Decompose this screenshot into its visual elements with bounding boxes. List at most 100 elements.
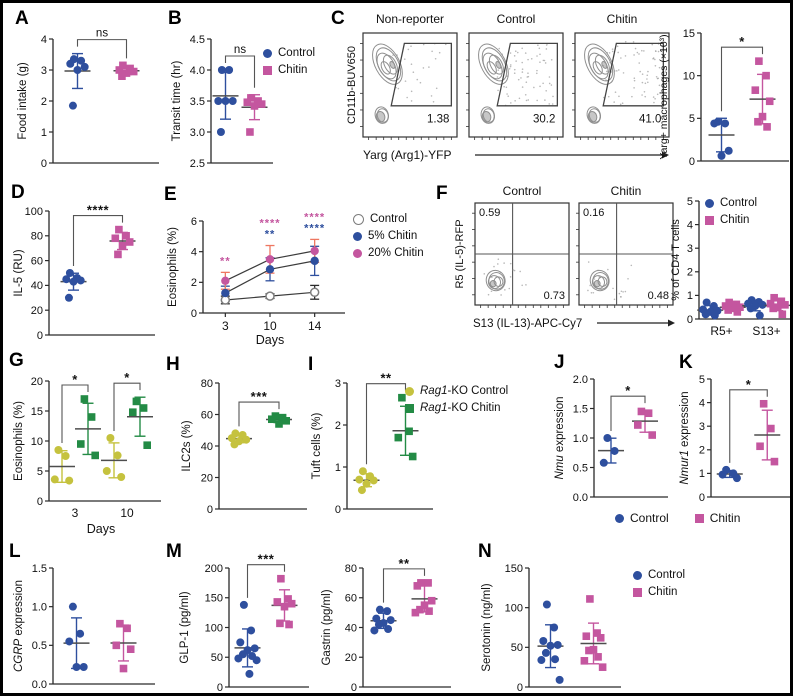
panel-letter-i: I bbox=[308, 354, 314, 375]
y-tick-label: 50 bbox=[211, 652, 223, 664]
data-point bbox=[129, 408, 137, 416]
data-point bbox=[280, 602, 289, 611]
data-point bbox=[65, 476, 74, 485]
data-point bbox=[73, 66, 82, 74]
data-point bbox=[594, 653, 602, 661]
axis-arrowhead bbox=[668, 319, 675, 327]
data-point bbox=[718, 470, 727, 479]
data-point bbox=[416, 605, 424, 614]
y-tick-label: 50 bbox=[511, 642, 523, 654]
data-point bbox=[80, 395, 89, 403]
legend-item-control: Control bbox=[615, 511, 669, 525]
panel-letter-b: B bbox=[168, 8, 182, 29]
data-point bbox=[273, 598, 282, 606]
data-point bbox=[610, 446, 619, 455]
data-point bbox=[247, 94, 255, 102]
y-axis-label: Eosinophils (%) bbox=[167, 227, 179, 307]
sig-label: * bbox=[746, 377, 752, 392]
data-point bbox=[247, 626, 256, 635]
data-point bbox=[405, 427, 413, 436]
data-point bbox=[424, 579, 432, 587]
y-tick-label: 200 bbox=[205, 563, 223, 575]
contour-blob bbox=[374, 106, 390, 124]
x-axis-label: S13 (IL-13)-APC-Cy7 bbox=[473, 318, 582, 330]
panel-letter-g: G bbox=[9, 350, 24, 371]
data-point bbox=[227, 434, 236, 443]
y-tick-label: 15 bbox=[683, 28, 695, 40]
sig-label: **** bbox=[304, 222, 325, 234]
data-point bbox=[710, 311, 719, 320]
y-tick-label: 0 bbox=[687, 314, 693, 326]
data-point bbox=[61, 452, 70, 460]
sig-bracket bbox=[72, 215, 124, 266]
data-point bbox=[724, 146, 733, 155]
legend-item-chitin: Chitin bbox=[705, 214, 757, 226]
y-tick-label: 0 bbox=[689, 156, 695, 168]
data-point bbox=[751, 86, 760, 94]
legend-label-control: Control bbox=[648, 569, 686, 581]
data-point bbox=[728, 304, 737, 313]
data-point bbox=[755, 57, 763, 65]
data-point bbox=[250, 102, 259, 110]
data-point bbox=[113, 451, 122, 460]
data-point bbox=[770, 457, 779, 466]
panel-c-scatter-chart: 0 5 10 15 Yarg+ macrophages (×10³) * bbox=[658, 28, 789, 168]
sig-label: ** bbox=[265, 229, 276, 241]
data-point bbox=[214, 97, 223, 105]
panel-letter-e: E bbox=[164, 184, 177, 205]
y-tick-label: 3 bbox=[699, 421, 705, 433]
y-tick-label: 5 bbox=[689, 113, 695, 125]
y-tick-label: 3.0 bbox=[190, 127, 205, 139]
sig-label: **** bbox=[259, 218, 280, 230]
panel-g-chart: 0 5 10 15 20 Eosinophils (%) * * 3 10 Days bbox=[13, 370, 161, 536]
data-point bbox=[106, 434, 115, 442]
y-tick-label: 1 bbox=[41, 127, 47, 139]
chitin-marker-icon bbox=[694, 513, 704, 523]
sig-label: ** bbox=[398, 556, 410, 571]
y-tick-label: 4 bbox=[699, 397, 705, 409]
data-point bbox=[64, 293, 73, 302]
panel-k-chart: 0 1 2 3 4 5 Nmur1 expression * bbox=[679, 374, 790, 504]
data-point bbox=[265, 265, 275, 274]
y-tick-label: 40 bbox=[345, 622, 357, 634]
legend-panels-jk: Control Chitin bbox=[615, 511, 740, 525]
y-tick-label: 40 bbox=[31, 280, 43, 292]
data-point bbox=[129, 67, 138, 76]
flow-plot-title: Non-reporter bbox=[376, 12, 444, 26]
y-tick-label: 1.0 bbox=[32, 601, 47, 613]
data-point bbox=[115, 66, 124, 74]
y-axis-label: R5 (IL-5)-RFP bbox=[454, 219, 466, 288]
data-point bbox=[755, 311, 764, 320]
flow-plot-title: Control bbox=[503, 184, 542, 198]
y-tick-label: 2.0 bbox=[573, 374, 588, 386]
gate-polygon bbox=[496, 42, 559, 107]
x-cat-label: 3 bbox=[72, 506, 79, 520]
data-point bbox=[370, 626, 379, 635]
sig-bracket bbox=[610, 395, 646, 431]
legend-item-rag1-ko-chitin: Rag1-KO Chitin bbox=[405, 402, 508, 414]
y-tick-label: 1 bbox=[699, 468, 705, 480]
legend-label-rag1-ko-control: Rag1-KO Control bbox=[420, 385, 509, 397]
data-point bbox=[265, 255, 275, 264]
sig-bracket bbox=[61, 384, 89, 443]
y-tick-label: 60 bbox=[31, 255, 43, 267]
data-point bbox=[246, 128, 254, 136]
y-tick-label: 4.5 bbox=[190, 34, 205, 46]
data-point bbox=[282, 417, 290, 425]
legend-label-chitin: Chitin bbox=[648, 586, 678, 598]
y-tick-label: 4 bbox=[191, 246, 197, 258]
data-point bbox=[62, 275, 71, 284]
y-tick-label: 4 bbox=[41, 34, 47, 46]
axis-arrowhead bbox=[662, 151, 669, 159]
data-point bbox=[77, 56, 86, 65]
y-axis-label: CD11b-BUV650 bbox=[346, 46, 358, 124]
data-point bbox=[221, 276, 230, 285]
data-point bbox=[216, 128, 225, 136]
y-tick-label: 2.5 bbox=[190, 158, 205, 170]
legend-item-control: Control bbox=[633, 569, 685, 581]
data-point bbox=[230, 440, 239, 449]
data-point bbox=[245, 669, 254, 678]
data-point bbox=[411, 608, 420, 617]
y-tick-label: 1.0 bbox=[573, 433, 588, 445]
y-axis-label: Yarg+ macrophages (×10³) bbox=[658, 34, 670, 159]
